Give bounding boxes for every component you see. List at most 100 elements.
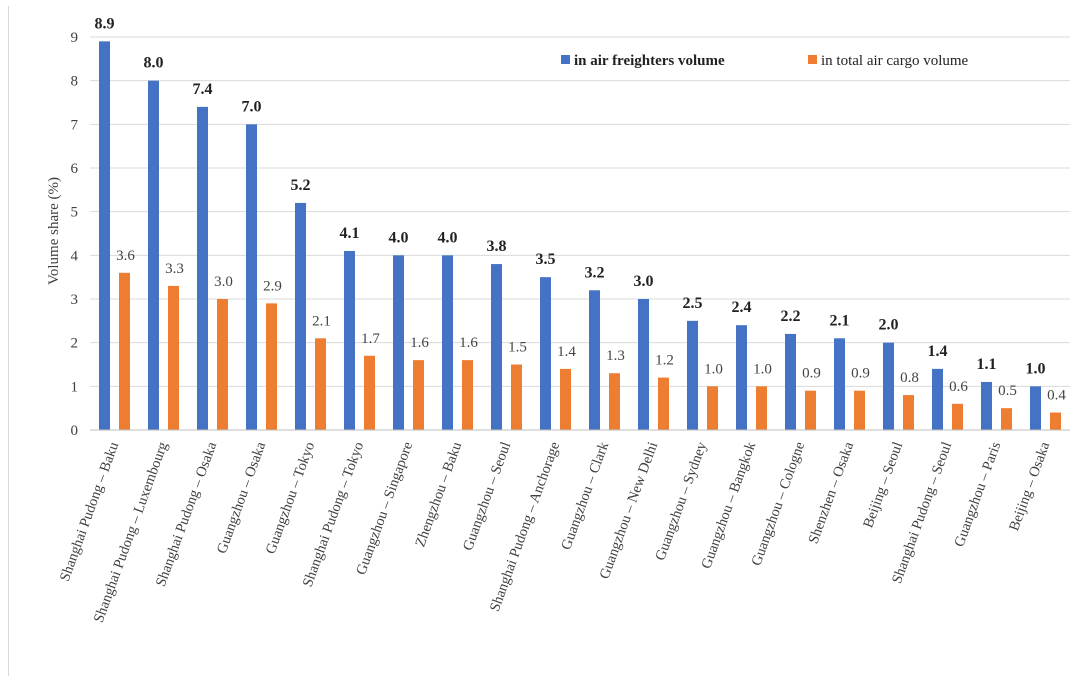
bar-freighters: [393, 255, 404, 430]
y-tick-label: 6: [71, 161, 79, 177]
x-category-label: Guangzhou – Seoul: [460, 440, 514, 553]
x-category-label: Guangzhou – Clark: [558, 439, 612, 552]
data-label-total: 1.4: [557, 344, 576, 360]
bar-total: [266, 303, 277, 430]
data-label-freighters: 7.0: [242, 98, 262, 115]
data-label-total: 3.3: [165, 261, 184, 277]
x-category-label: Guangzhou – Osaka: [214, 439, 269, 555]
data-label-freighters: 2.4: [732, 299, 752, 316]
data-label-freighters: 3.5: [536, 251, 556, 268]
data-label-total: 0.6: [949, 379, 968, 395]
data-label-total: 1.0: [753, 361, 772, 377]
y-tick-label: 5: [71, 205, 79, 221]
y-tick-label: 9: [71, 30, 79, 46]
y-tick-label: 3: [71, 292, 79, 308]
data-labels: 8.9 3.6 8.0 3.3 7.4 3.0 7.0 2.9 5.2 2.1 4.1 1.7 4.0 1…: [95, 15, 1067, 403]
bar-total: [315, 338, 326, 430]
x-category-label: Guangzhou – Paris: [951, 440, 1004, 549]
data-label-freighters: 2.1: [830, 312, 850, 329]
data-label-freighters: 8.9: [95, 15, 115, 32]
x-category-label: Zhengzhou – Baku: [412, 440, 465, 549]
x-category-label: Guangzhou – Cologne: [749, 440, 809, 568]
bar-freighters: [736, 325, 747, 430]
y-tick-label: 2: [71, 336, 79, 352]
data-label-total: 1.5: [508, 340, 527, 356]
bar-total: [413, 360, 424, 430]
bar-total: [1001, 408, 1012, 430]
data-label-freighters: 2.0: [879, 317, 899, 334]
y-tick-label: 1: [71, 379, 79, 395]
bar-total: [609, 373, 620, 430]
data-label-total: 0.9: [802, 366, 821, 382]
x-category-label: Guangzhou – Bangkok: [698, 439, 759, 571]
bar-total: [1050, 412, 1061, 430]
bar-total: [119, 272, 130, 430]
bar-freighters: [197, 106, 208, 430]
data-label-freighters: 2.2: [781, 308, 801, 325]
data-label-freighters: 4.1: [340, 225, 360, 242]
gridlines: [90, 36, 1070, 387]
data-label-freighters: 5.2: [291, 177, 311, 194]
y-tick-label: 7: [71, 117, 79, 133]
bar-freighters: [295, 202, 306, 430]
legend-swatch-freighters: [561, 55, 570, 64]
y-tick-label: 0: [71, 423, 79, 439]
bar-total: [560, 368, 571, 430]
bar-freighters: [148, 80, 159, 431]
bar-total: [462, 360, 473, 430]
data-label-total: 0.4: [1047, 388, 1066, 404]
bar-freighters: [687, 320, 698, 430]
x-category-label: Beijing – Seoul: [860, 440, 906, 530]
data-label-total: 2.1: [312, 313, 331, 329]
x-category-label: Guangzhou – Tokyo: [263, 440, 318, 556]
bar-total: [364, 355, 375, 430]
data-label-total: 1.0: [704, 361, 723, 377]
bar-total: [707, 386, 718, 430]
x-category-label: Guangzhou – Singapore: [353, 440, 416, 577]
bar-freighters: [1030, 386, 1041, 430]
data-label-total: 3.0: [214, 274, 233, 290]
data-label-total: 1.6: [410, 335, 429, 351]
bar-freighters: [540, 277, 551, 430]
data-label-total: 2.9: [263, 278, 282, 294]
data-label-freighters: 4.0: [389, 229, 409, 246]
y-axis-title: Volume share (%): [46, 177, 62, 285]
bar-freighters: [981, 381, 992, 430]
bar-total: [756, 386, 767, 430]
data-label-freighters: 1.0: [1026, 360, 1046, 377]
bar-total: [854, 390, 865, 430]
bar-freighters: [491, 264, 502, 430]
data-label-total: 0.8: [900, 370, 919, 386]
legend: in air freighters volume in total air ca…: [561, 53, 969, 69]
bar-freighters: [883, 342, 894, 430]
bar-total: [805, 390, 816, 430]
data-label-total: 0.5: [998, 383, 1017, 399]
x-category-label: Beijing – Osaka: [1006, 439, 1053, 533]
bar-total: [217, 299, 228, 430]
data-label-freighters: 2.5: [683, 295, 703, 312]
data-label-total: 0.9: [851, 366, 870, 382]
x-category-label: Guangzhou – Sydney: [653, 439, 711, 562]
data-label-freighters: 8.0: [144, 55, 164, 72]
bar-total: [168, 285, 179, 430]
data-label-total: 1.3: [606, 348, 625, 364]
data-label-freighters: 7.4: [193, 81, 213, 98]
data-label-total: 1.7: [361, 331, 380, 347]
bar-freighters: [589, 290, 600, 430]
y-tick-label: 4: [71, 248, 79, 264]
data-label-freighters: 3.8: [487, 238, 507, 255]
bar-total: [903, 395, 914, 430]
y-tick-label: 8: [71, 74, 79, 90]
legend-label-total: in total air cargo volume: [821, 53, 969, 69]
y-tick-labels: 0 1 2 3 4 5 6 7 8 9: [71, 30, 79, 439]
data-label-freighters: 3.0: [634, 273, 654, 290]
data-label-total: 1.2: [655, 353, 674, 369]
data-label-freighters: 1.4: [928, 343, 948, 360]
bars: [99, 41, 1061, 431]
data-label-freighters: 3.2: [585, 264, 605, 281]
data-label-freighters: 4.0: [438, 229, 458, 246]
bar-freighters: [932, 368, 943, 430]
bar-total: [952, 403, 963, 430]
bar-freighters: [785, 333, 796, 430]
